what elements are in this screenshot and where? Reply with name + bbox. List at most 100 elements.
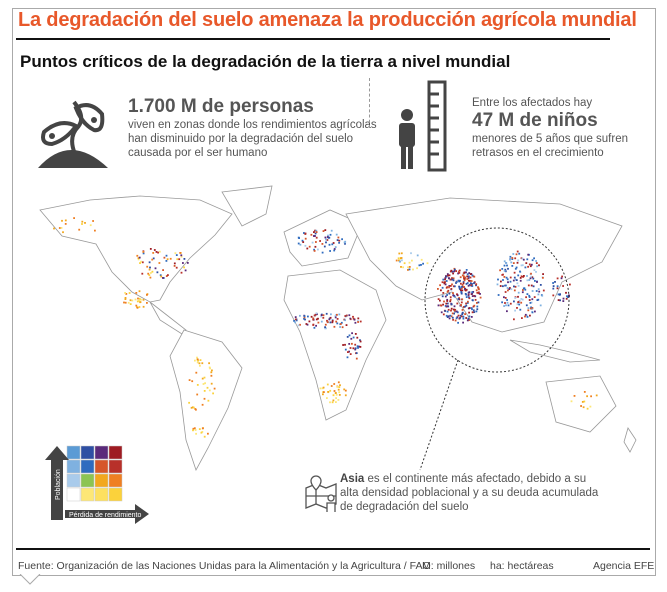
hotspot-dot <box>142 251 145 253</box>
hotspot-dot <box>208 362 210 365</box>
hotspot-dot <box>149 266 151 269</box>
hotspot-dot <box>473 282 475 285</box>
hotspot-dot <box>472 291 475 293</box>
hotspot-dot <box>509 287 511 289</box>
infographic-frame <box>12 8 656 576</box>
hotspot-dot <box>331 319 334 322</box>
hotspot-dot <box>142 298 145 301</box>
hotspot-dot <box>465 283 468 285</box>
hotspot-dot <box>327 234 329 237</box>
hotspot-dot <box>529 265 532 268</box>
hotspot-dot <box>196 356 198 359</box>
hotspot-dot <box>337 236 340 239</box>
hotspot-dot <box>304 233 307 235</box>
hotspot-dot <box>455 281 458 283</box>
hotspot-dot <box>459 288 461 290</box>
hotspot-dot <box>533 269 536 271</box>
hotspot-dot <box>532 285 535 288</box>
hotspot-dot <box>304 318 306 321</box>
hotspot-dot <box>154 267 157 270</box>
hotspot-dot <box>462 315 465 318</box>
continents <box>39 185 637 471</box>
hotspot-dot <box>317 321 320 324</box>
hotspot-dot <box>467 277 470 280</box>
hotspot-dot <box>517 285 520 287</box>
hotspot-dot <box>565 297 568 300</box>
hotspot-dot <box>466 282 469 284</box>
hotspot-dot <box>140 298 142 301</box>
hotspot-dot <box>557 299 560 301</box>
hotspot-dot <box>442 313 445 316</box>
hotspot-dot <box>527 265 529 268</box>
hotspot-dot <box>533 296 536 298</box>
hotspot-dot <box>581 401 584 403</box>
hotspot-dot <box>338 313 341 316</box>
hotspot-dot <box>128 292 131 294</box>
hotspot-dot <box>542 273 544 275</box>
hotspot-dot <box>329 401 331 404</box>
hotspot-dot <box>312 318 315 321</box>
hotspot-dot <box>196 361 199 364</box>
australia <box>545 375 617 433</box>
hotspot-dot <box>523 287 526 290</box>
stat-children-text: menores de 5 años que sufren <box>472 133 628 145</box>
hotspot-dot <box>153 249 156 251</box>
legend-cell <box>66 445 81 460</box>
hotspot-dot <box>193 427 196 430</box>
asia-annotation-text: es el continente más afectado, debido a … <box>340 473 599 513</box>
hotspot-dot <box>473 281 476 284</box>
hotspot-dot <box>450 303 453 306</box>
legend-cell <box>66 487 81 502</box>
hotspot-dot <box>556 277 559 280</box>
hotspot-dot <box>151 258 154 261</box>
hotspot-dot <box>448 292 451 295</box>
hotspot-dot <box>465 304 468 307</box>
hotspot-dot <box>303 232 305 234</box>
hotspot-dot <box>505 304 507 307</box>
hotspot-dot <box>299 314 301 317</box>
hotspot-dot <box>123 301 125 304</box>
hotspot-dot <box>452 272 454 275</box>
hotspot-dot <box>537 298 540 301</box>
hotspot-dot <box>458 272 461 274</box>
hotspot-dot <box>397 257 400 260</box>
hotspot-dot <box>530 263 533 266</box>
hotspot-dot <box>526 275 528 277</box>
hotspot-dot <box>509 302 512 305</box>
hotspot-dot <box>462 282 465 285</box>
hotspot-dot <box>517 274 520 277</box>
hotspot-dot <box>471 283 473 285</box>
hotspot-dot <box>465 293 468 296</box>
hotspot-dot <box>514 309 516 312</box>
hotspot-dot <box>294 318 297 321</box>
hotspot-dot <box>525 296 527 299</box>
hotspot-dot <box>354 321 357 324</box>
hotspot-dot <box>460 301 463 304</box>
hotspot-dot <box>541 294 544 297</box>
hotspot-dot <box>513 285 515 288</box>
hotspot-dot <box>519 279 522 282</box>
hotspot-dot <box>457 279 460 282</box>
hotspot-dot <box>62 231 64 234</box>
hotspot-dot <box>527 307 530 309</box>
child-height-ruler-icon <box>399 80 447 172</box>
hotspot-dot <box>539 304 542 307</box>
hotspot-dot <box>146 302 148 304</box>
hotspot-dot <box>448 277 450 279</box>
hotspot-dot <box>444 277 447 279</box>
hotspot-dot <box>469 282 472 285</box>
hotspot-dot <box>325 238 327 241</box>
hotspot-dot <box>517 295 519 298</box>
hotspot-dot <box>502 273 504 276</box>
hotspot-dot <box>148 274 151 276</box>
hotspot-dot <box>352 336 355 339</box>
hotspot-dot <box>465 296 468 298</box>
hotspot-dot <box>499 269 501 272</box>
hotspot-dot <box>319 240 321 242</box>
hotspot-dot <box>317 317 319 320</box>
hotspot-dot <box>306 323 309 326</box>
hotspot-dot <box>457 321 459 324</box>
hotspot-dot <box>344 315 347 317</box>
hotspot-dot <box>518 303 521 306</box>
hotspot-dot <box>146 265 149 268</box>
